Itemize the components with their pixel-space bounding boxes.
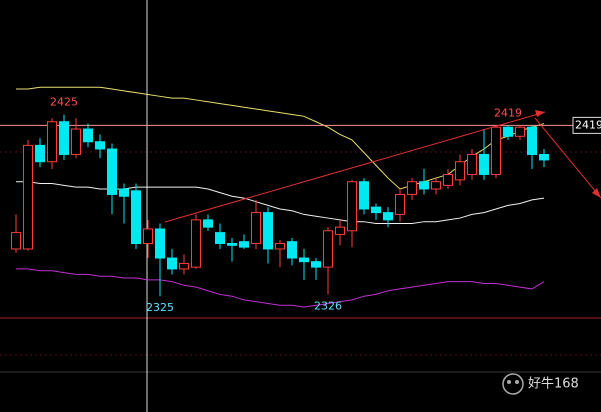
candle-body bbox=[347, 181, 357, 232]
candle-body bbox=[119, 188, 129, 197]
candle-body bbox=[503, 126, 513, 137]
candle-body bbox=[23, 144, 33, 250]
candle-body bbox=[479, 153, 489, 175]
watermark-icon bbox=[507, 380, 511, 384]
candle-body bbox=[299, 257, 309, 263]
candle-body bbox=[371, 206, 381, 214]
candle-body bbox=[47, 121, 57, 163]
candle-body bbox=[335, 226, 345, 235]
candle-body bbox=[527, 126, 537, 155]
candle-body bbox=[515, 126, 525, 137]
candle-body bbox=[491, 126, 501, 175]
candle-body bbox=[215, 232, 225, 244]
candle-body bbox=[455, 161, 465, 181]
candle-body bbox=[395, 193, 405, 215]
candle-body bbox=[179, 262, 189, 270]
candle-body bbox=[35, 144, 45, 163]
price-annotation: 2425 bbox=[50, 95, 78, 108]
watermark: 好牛168 bbox=[502, 373, 579, 395]
arrow-head bbox=[535, 110, 545, 117]
watermark-icon bbox=[515, 380, 519, 384]
candle-body bbox=[143, 228, 153, 244]
candle-body bbox=[167, 257, 177, 270]
candle-body bbox=[227, 242, 237, 246]
candle-body bbox=[95, 141, 105, 150]
price-annotation: 2325 bbox=[146, 301, 174, 314]
candle-body bbox=[359, 181, 369, 210]
candle-body bbox=[203, 219, 213, 228]
candle-body bbox=[323, 230, 333, 268]
band-line bbox=[16, 268, 545, 308]
candle-body bbox=[131, 190, 141, 244]
candle-body bbox=[83, 128, 93, 143]
candle-body bbox=[155, 228, 165, 259]
watermark-icon bbox=[502, 373, 524, 395]
candle-body bbox=[107, 148, 117, 195]
price-annotation: 2419 bbox=[494, 106, 522, 119]
trend-line bbox=[164, 111, 546, 223]
candle-body bbox=[239, 241, 249, 248]
candle-body bbox=[287, 241, 297, 259]
price-annotation: 2326 bbox=[314, 299, 342, 312]
candle-body bbox=[71, 128, 81, 155]
candle-body bbox=[191, 219, 201, 268]
candle-body bbox=[275, 242, 285, 250]
band-line bbox=[16, 181, 545, 225]
candle-body bbox=[11, 232, 21, 250]
candle-body bbox=[431, 181, 441, 190]
candle-body bbox=[383, 212, 393, 221]
watermark-text: 好牛168 bbox=[528, 377, 579, 392]
price-label: 2419 bbox=[575, 118, 601, 131]
candle-body bbox=[263, 212, 273, 250]
candle-body bbox=[419, 181, 429, 190]
candle-body bbox=[407, 181, 417, 195]
candle-body bbox=[443, 173, 453, 186]
candle-body bbox=[467, 153, 477, 175]
candle-body bbox=[539, 153, 549, 161]
trend-line bbox=[534, 117, 601, 199]
price-label-box bbox=[572, 116, 601, 134]
arrow-head bbox=[592, 188, 601, 198]
candle-body bbox=[59, 121, 69, 155]
candle-body bbox=[311, 261, 321, 268]
candle-body bbox=[251, 212, 261, 244]
